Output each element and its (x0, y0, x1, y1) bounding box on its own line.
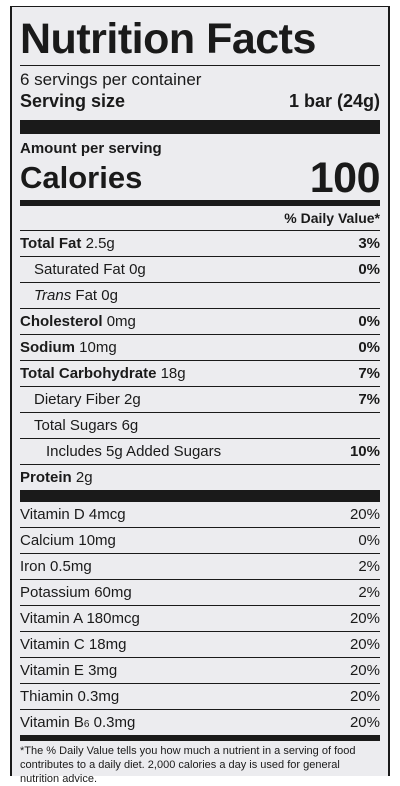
nutrient-row-added-sugars: Includes 5g Added Sugars 10% (20, 438, 380, 464)
vitamin-row-potassium: Potassium 60mg 2% (20, 580, 380, 606)
vitamin-dv: 20% (349, 506, 380, 523)
nutrient-amount: 0g (101, 287, 118, 304)
vitamin-name: Calcium (20, 532, 75, 549)
calories-value: 100 (309, 154, 381, 202)
nutrient-name: Saturated Fat (34, 261, 125, 278)
vitamin-row-vitamin-a: Vitamin A 180mcg 20% (20, 606, 380, 632)
daily-value-header: % Daily Value* (284, 210, 380, 226)
nutrient-row-trans-fat: Trans Fat 0g (20, 282, 380, 308)
vitamin-amount: 4mcg (88, 506, 126, 523)
nutrient-row-total-sugars: Total Sugars 6g (20, 412, 380, 438)
vitamin-dv: 20% (349, 610, 380, 627)
panel-title: Nutrition Facts (20, 15, 316, 63)
nutrient-dv: 0% (358, 339, 380, 356)
nutrient-dv: 0% (358, 313, 380, 330)
servings-per-container: 6 servings per container (20, 70, 202, 89)
nutrient-amount: 10mg (79, 339, 117, 356)
calories-row: Calories 100 (20, 154, 381, 202)
nutrition-facts-panel: Nutrition Facts 6 servings per container… (10, 6, 390, 785)
divider (20, 65, 380, 66)
nutrient-row-total-fat: Total Fat 2.5g 3% (20, 230, 380, 256)
nutrient-name: Fat (75, 287, 98, 304)
nutrient-dv: 0% (358, 261, 380, 278)
nutrient-dv: 7% (358, 391, 380, 408)
nutrient-name: Total Fat (20, 235, 82, 252)
vitamin-name: Vitamin A (20, 610, 83, 627)
nutrient-amount: 18g (160, 365, 186, 382)
vitamin-name: Thiamin (20, 688, 74, 705)
calories-label: Calories (20, 160, 143, 195)
vitamin-dv: 20% (349, 714, 380, 731)
nutrient-dv: 7% (358, 365, 380, 382)
footnote-divider (20, 735, 380, 741)
nutrient-amount: 2.5g (85, 235, 115, 252)
vitamin-row-vitamin-c: Vitamin C 18mg 20% (20, 632, 380, 658)
vitamin-row-iron: Iron 0.5mg 2% (20, 554, 380, 580)
nutrient-amount: 2g (124, 391, 141, 408)
nutrient-amount: 2g (75, 469, 93, 486)
nutrient-row-protein: Protein 2g (20, 464, 380, 490)
vitamin-name: Potassium (20, 584, 91, 601)
vitamin-dv: 2% (358, 584, 380, 601)
vitamin-name: Vitamin E (20, 662, 84, 679)
vitamin-amount: 0.3mg (77, 688, 120, 705)
nutrient-amount: 6g (121, 417, 139, 434)
nutrient-name: Protein (20, 469, 72, 486)
vitamin-dv: 20% (349, 688, 380, 705)
nutrient-name: Total Carbohydrate (20, 365, 157, 382)
vitamin-dv: 20% (349, 636, 380, 653)
nutrient-name-italic: Trans (34, 287, 72, 304)
vitamins-divider (20, 490, 380, 502)
vitamin-name: Vitamin B (20, 714, 84, 731)
vitamin-amount: 0.5mg (50, 558, 92, 575)
vitamin-name: Vitamin C (20, 636, 85, 653)
nutrient-dv: 10% (349, 443, 380, 460)
vitamin-amount: 3mg (88, 662, 118, 679)
nutrient-amount: 0mg (106, 313, 136, 330)
vitamin-name: Vitamin D (20, 506, 85, 523)
nutrient-amount: 0g (129, 261, 146, 278)
vitamin-row-vitamin-e: Vitamin E 3mg 20% (20, 658, 380, 684)
nutrient-row-total-carbohydrate: Total Carbohydrate 18g 7% (20, 360, 380, 386)
vitamin-row-vitamin-d: Vitamin D 4mcg 20% (20, 502, 380, 528)
nutrient-row-sodium: Sodium 10mg 0% (20, 334, 380, 360)
serving-size-row: Serving size 1 bar (24g) (20, 90, 380, 112)
vitamin-amount: 60mg (94, 584, 132, 601)
vitamin-amount: 180mcg (86, 610, 140, 627)
vitamin-row-calcium: Calcium 10mg 0% (20, 528, 380, 554)
thick-divider (20, 120, 380, 134)
nutrient-row-dietary-fiber: Dietary Fiber 2g 7% (20, 386, 380, 412)
vitamin-row-thiamin: Thiamin 0.3mg 20% (20, 684, 380, 710)
nutrient-dv: 3% (358, 235, 380, 252)
nutrient-row-cholesterol: Cholesterol 0mg 0% (20, 308, 380, 334)
vitamin-row-vitamin-b6: Vitamin B6 0.3mg 20% (20, 710, 380, 735)
nutrient-name: Cholesterol (20, 313, 103, 330)
nutrient-name: Includes 5g Added Sugars (46, 443, 222, 460)
amount-per-serving: Amount per serving (20, 140, 162, 157)
vitamin-amount: 18mg (88, 636, 127, 653)
serving-size-value: 1 bar (24g) (288, 91, 380, 111)
serving-size-label: Serving size (20, 91, 126, 111)
daily-value-footnote: *The % Daily Value tells you how much a … (20, 745, 356, 785)
vitamin-dv: 0% (358, 532, 380, 549)
medium-divider (20, 200, 380, 206)
nutrient-name: Total Sugars (34, 417, 118, 434)
nutrient-name: Dietary Fiber (34, 391, 120, 408)
vitamin-dv: 20% (349, 662, 380, 679)
vitamin-dv: 2% (358, 558, 380, 575)
nutrient-name: Sodium (20, 339, 75, 356)
vitamin-subscript: 6 (83, 719, 90, 730)
vitamin-amount: 0.3mg (93, 714, 136, 731)
vitamin-name: Iron (20, 558, 46, 575)
vitamin-amount: 10mg (78, 532, 116, 549)
nutrient-row-saturated-fat: Saturated Fat 0g 0% (20, 256, 380, 282)
